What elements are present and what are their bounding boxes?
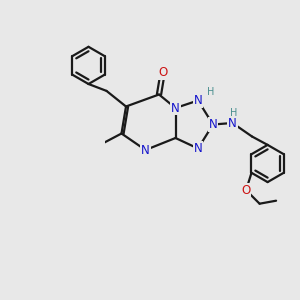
Text: N: N [171,101,180,115]
Text: N: N [141,143,150,157]
Text: N: N [95,138,104,152]
Text: H: H [230,108,238,118]
Text: H: H [207,87,214,97]
Text: O: O [158,66,167,80]
Text: O: O [242,184,251,197]
Text: N: N [194,94,202,107]
Text: N: N [228,116,237,130]
Text: N: N [95,138,104,152]
Text: N: N [194,142,202,155]
Text: N: N [208,118,217,131]
